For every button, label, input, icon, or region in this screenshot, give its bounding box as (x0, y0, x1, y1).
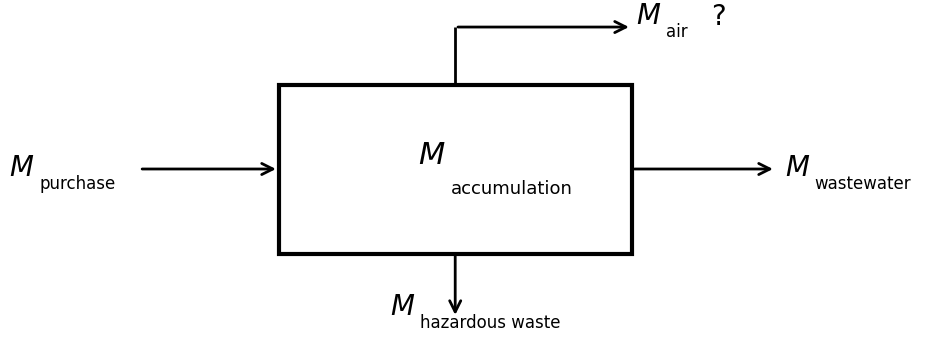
Text: hazardous waste: hazardous waste (419, 314, 560, 332)
Text: $M$: $M$ (784, 155, 809, 183)
Text: accumulation: accumulation (450, 180, 572, 198)
Text: purchase: purchase (39, 175, 115, 193)
Bar (278, 84, 631, 254)
Text: $M$: $M$ (9, 155, 34, 183)
Text: air: air (665, 23, 687, 41)
Text: ?: ? (710, 3, 725, 31)
Text: $M$: $M$ (390, 294, 415, 321)
Text: wastewater: wastewater (814, 175, 910, 193)
Text: $M$: $M$ (418, 140, 445, 171)
Text: $M$: $M$ (636, 3, 661, 30)
